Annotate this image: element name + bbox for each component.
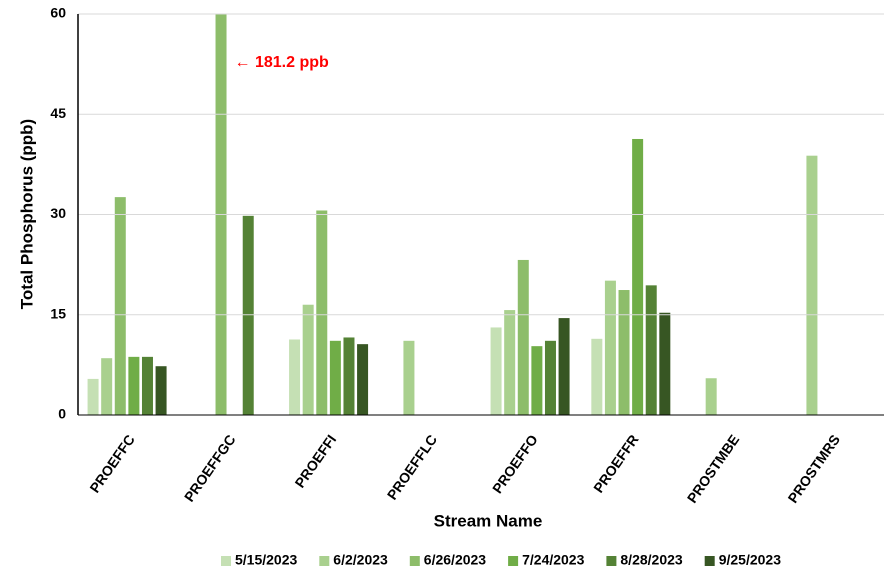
bar: [141, 356, 153, 415]
y-tick-label: 45: [50, 105, 66, 121]
bar: [357, 344, 369, 415]
y-tick-label: 15: [50, 305, 66, 321]
bar: [531, 346, 543, 415]
bar: [490, 327, 502, 415]
bar: [403, 340, 415, 415]
legend-swatch: [606, 556, 617, 566]
bar: [806, 155, 818, 415]
x-tick-label: PROSTMBE: [684, 432, 743, 506]
legend-swatch: [319, 556, 330, 566]
x-axis-label: Stream Name: [434, 511, 543, 530]
bar: [645, 285, 657, 415]
y-tick-label: 0: [58, 406, 66, 422]
legend-label: 6/2/2023: [333, 552, 388, 568]
legend-swatch: [221, 556, 232, 566]
bar: [504, 310, 516, 415]
legend-swatch: [508, 556, 519, 566]
legend-label: 6/26/2023: [424, 552, 486, 568]
bar: [101, 358, 113, 415]
legend-label: 5/15/2023: [235, 552, 297, 568]
bars: [87, 14, 818, 415]
legend-label: 7/24/2023: [522, 552, 584, 568]
y-tick-label: 30: [50, 205, 66, 221]
x-tick-label: PROEFFO: [489, 432, 541, 497]
bar: [87, 378, 99, 415]
legend-item: 5/15/2023: [221, 552, 298, 568]
bar: [558, 318, 570, 415]
x-tick-label: PROEFFLC: [384, 432, 440, 503]
bar: [302, 304, 314, 415]
legend-item: 8/28/2023: [606, 552, 683, 568]
legend-swatch: [409, 556, 420, 566]
annotation: ← 181.2 ppb: [235, 54, 329, 71]
y-tick-label: 60: [50, 5, 66, 21]
bar: [632, 138, 644, 415]
legend-label: 8/28/2023: [620, 552, 682, 568]
legend-item: 6/2/2023: [319, 552, 388, 568]
bar: [604, 280, 616, 415]
x-tick-label: PROEFFGC: [181, 432, 239, 505]
bar: [517, 259, 529, 415]
bar: [618, 290, 630, 415]
x-tick-label: PROEFFC: [86, 432, 137, 496]
bar: [544, 340, 556, 415]
bar: [215, 14, 227, 415]
bar: [289, 339, 301, 415]
bar: [114, 197, 126, 415]
bar: [128, 356, 140, 415]
bar: [343, 337, 355, 415]
bar: [329, 340, 341, 415]
y-axis-label: Total Phosphorus (ppb): [17, 119, 36, 309]
x-tick-label: PROEFFR: [590, 432, 641, 496]
legend-swatch: [704, 556, 715, 566]
bar: [155, 366, 167, 415]
legend-label: 9/25/2023: [719, 552, 781, 568]
legend-item: 7/24/2023: [508, 552, 585, 568]
bar: [242, 215, 254, 415]
x-tick-label: PROEFFI: [291, 432, 339, 491]
bar: [316, 210, 328, 415]
x-tick-label: PROSTMRS: [784, 432, 843, 506]
bar: [659, 312, 671, 415]
legend-item: 9/25/2023: [704, 552, 781, 568]
legend-item: 6/26/2023: [409, 552, 486, 568]
bar: [705, 378, 717, 415]
bar: [591, 338, 603, 415]
